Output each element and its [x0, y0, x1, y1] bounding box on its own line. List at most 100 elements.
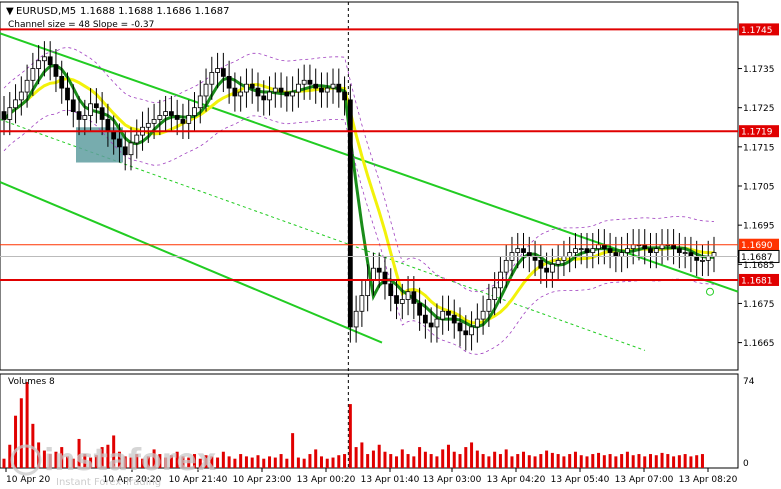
volume-bar	[129, 457, 133, 468]
candle-body	[192, 107, 197, 116]
chart-symbol: EURUSD,M5	[16, 6, 76, 17]
price-panel-border	[0, 1, 739, 371]
watermark-logo-text: instaforex	[44, 443, 216, 478]
candle-body	[590, 248, 596, 253]
volume-bar	[614, 456, 618, 468]
volume-bar	[25, 382, 29, 468]
candle-body	[694, 256, 700, 261]
volume-bar	[383, 451, 387, 468]
volume-bar	[620, 454, 624, 468]
volume-bar	[441, 449, 445, 468]
candle-body	[405, 291, 411, 300]
volume-bar	[585, 456, 589, 468]
candle-body	[625, 248, 630, 253]
volume-bar	[117, 451, 121, 468]
time-tick-label: 10 Apr 20	[6, 475, 50, 485]
volume-bar	[700, 454, 704, 468]
candle-body	[399, 299, 405, 304]
volume-bar	[291, 433, 295, 468]
volume-bar	[377, 444, 381, 468]
volume-bar	[435, 456, 439, 468]
volume-bar	[60, 447, 64, 468]
volume-bar	[250, 457, 254, 468]
candle-body	[469, 326, 474, 336]
time-tick-label: 13 Apr 05:40	[551, 475, 610, 485]
candle-body	[226, 75, 232, 89]
watermark-subtitle: Instant Forex Trading	[56, 477, 161, 488]
price-tick-label: 1.1685	[743, 261, 775, 271]
candle-body	[7, 107, 13, 120]
volume-bar	[470, 442, 474, 468]
candle-body	[353, 310, 359, 328]
candle-body	[607, 248, 613, 253]
volume-bar	[100, 447, 104, 468]
candle-body	[70, 99, 76, 113]
volume-bar	[279, 454, 283, 468]
volume-bar	[527, 455, 531, 468]
volume-bar	[395, 456, 399, 468]
candle-body	[503, 259, 509, 273]
volume-bar	[672, 456, 676, 468]
volume-bar	[510, 456, 514, 468]
candle-body	[555, 259, 561, 265]
candle-body	[88, 103, 93, 116]
volume-bar	[31, 423, 35, 468]
candle-body	[573, 248, 578, 253]
volume-bar	[77, 438, 81, 468]
moving-averages	[2, 46, 715, 355]
volume-bar	[400, 449, 404, 468]
volume-bar	[348, 404, 352, 468]
candle-body	[82, 115, 88, 120]
candle-body	[659, 244, 665, 250]
candle-body	[47, 56, 53, 66]
volume-bar	[112, 435, 116, 468]
volume-bar	[164, 457, 168, 468]
candle-body	[711, 252, 717, 257]
volume-bar	[285, 458, 289, 468]
price-levels: 1.1745 1.1719 1.1690 1.1681 1.1687	[0, 23, 780, 286]
volume-bar	[504, 449, 508, 468]
volume-bar	[146, 456, 150, 468]
indicator-text: Channel size = 48 Slope = -0.37	[8, 20, 154, 30]
candle-body	[457, 322, 463, 332]
volume-bar	[568, 454, 572, 468]
candle-body	[521, 248, 526, 253]
volume-bar	[406, 454, 410, 468]
volume-bar	[14, 415, 18, 468]
candle-body	[463, 330, 469, 336]
volume-bar	[418, 447, 422, 468]
candle-body	[313, 83, 319, 89]
candle-body	[111, 130, 117, 140]
time-tick-label: 10 Apr 23:00	[233, 475, 292, 485]
candle-body	[128, 142, 134, 156]
candle-body	[394, 295, 399, 304]
volume-title: Volumes 8	[8, 377, 55, 387]
candle-body	[30, 68, 36, 81]
volume-bar	[522, 451, 526, 468]
candle-body	[18, 91, 24, 101]
current-price-label: 1.1687	[741, 253, 773, 263]
candle-body	[99, 107, 105, 120]
volume-bar	[608, 454, 612, 468]
volume-bar	[683, 454, 687, 468]
candle-body	[382, 271, 388, 285]
volume-bar	[429, 454, 433, 468]
candle-body	[1, 111, 7, 120]
candle-body	[307, 79, 313, 85]
candle-body	[215, 68, 220, 73]
candle-body	[596, 244, 601, 250]
volume-bar	[233, 458, 237, 468]
volume-bar	[649, 454, 653, 468]
candle-body	[688, 252, 694, 257]
price-tick-label: 1.1715	[743, 143, 775, 153]
candle-body	[561, 256, 567, 261]
volume-bar	[689, 456, 693, 468]
candle-body	[122, 146, 128, 156]
candle-body	[486, 299, 492, 312]
candle-body	[671, 244, 676, 250]
volume-bar	[343, 454, 347, 468]
volume-bar	[562, 456, 566, 468]
volume-bar	[239, 454, 243, 468]
volume-bar	[302, 458, 306, 468]
